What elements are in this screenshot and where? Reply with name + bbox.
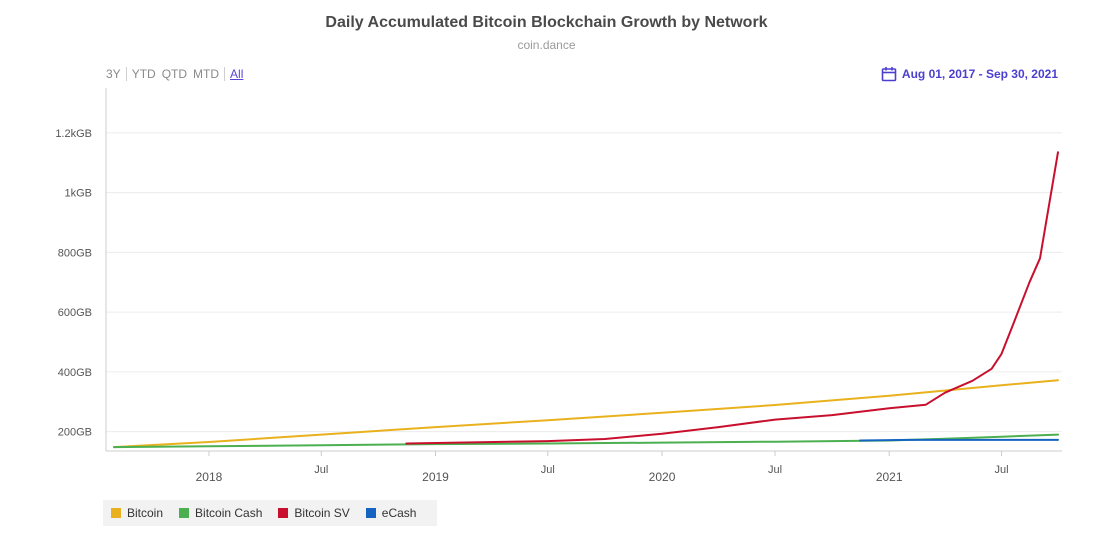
y-tick-label: 1.2kGB [55,128,92,140]
y-tick-label: 1kGB [64,188,92,200]
grid-layer [106,132,1062,433]
x-tick-label: Jul [541,464,555,476]
series-layer [113,151,1059,449]
series-line-bitcoin-sv [405,151,1059,445]
chart-title: Daily Accumulated Bitcoin Blockchain Gro… [325,14,768,31]
legend-label: eCash [381,506,417,520]
range-button-qtd[interactable]: QTD [161,67,188,81]
series-line-bitcoin [113,379,1059,449]
range-button-all[interactable]: All [230,67,244,81]
x-tick-label: 2019 [422,470,449,484]
legend-swatch [278,508,289,518]
legend-label: Bitcoin SV [294,506,350,520]
legend-item-bitcoin-cash[interactable]: Bitcoin Cash [179,506,262,520]
y-tick-label: 400GB [58,367,92,379]
date-range-picker[interactable]: Aug 01, 2017 - Sep 30, 2021 [881,66,1058,82]
range-separator [224,67,226,81]
y-tick-label: 800GB [58,247,92,259]
calendar-icon [881,67,897,82]
range-selector: 3Y YTD QTD MTD All [106,67,243,81]
legend-item-bitcoin[interactable]: Bitcoin [111,506,163,520]
legend-label: Bitcoin [127,506,164,520]
legend-swatch [179,508,190,518]
legend-item-ecash[interactable]: eCash [365,506,417,520]
series-line-ecash [859,438,1059,442]
legend-swatch [111,508,121,518]
x-tick-label: 2021 [876,470,903,484]
chart-legend: Bitcoin Bitcoin Cash Bitcoin SV eCash [103,500,437,526]
range-button-ytd[interactable]: YTD [131,67,156,81]
x-tick-label: 2018 [196,470,223,484]
chart-subtitle: coin.dance [517,38,576,52]
range-button-mtd[interactable]: MTD [193,67,220,81]
x-tick-label: Jul [994,464,1008,476]
legend-item-bitcoin-sv[interactable]: Bitcoin SV [278,506,350,520]
legend-label: Bitcoin Cash [195,506,263,520]
y-tick-label: 600GB [58,307,92,319]
series-line-bitcoin-cash [113,433,1059,449]
y-tick-label: 200GB [58,427,92,439]
x-tick-label: Jul [768,464,782,476]
legend-swatch [365,508,376,518]
axis-layer: 200GB 400GB 600GB 800GB 1kGB 1.2kGB 2018 Jul 201… [55,88,1062,484]
range-separator [125,67,127,81]
x-tick-label: 2020 [649,470,676,484]
date-range-label: Aug 01, 2017 - Sep 30, 2021 [901,67,1058,81]
x-tick-label: Jul [314,464,328,476]
range-button-3y[interactable]: 3Y [106,67,121,81]
